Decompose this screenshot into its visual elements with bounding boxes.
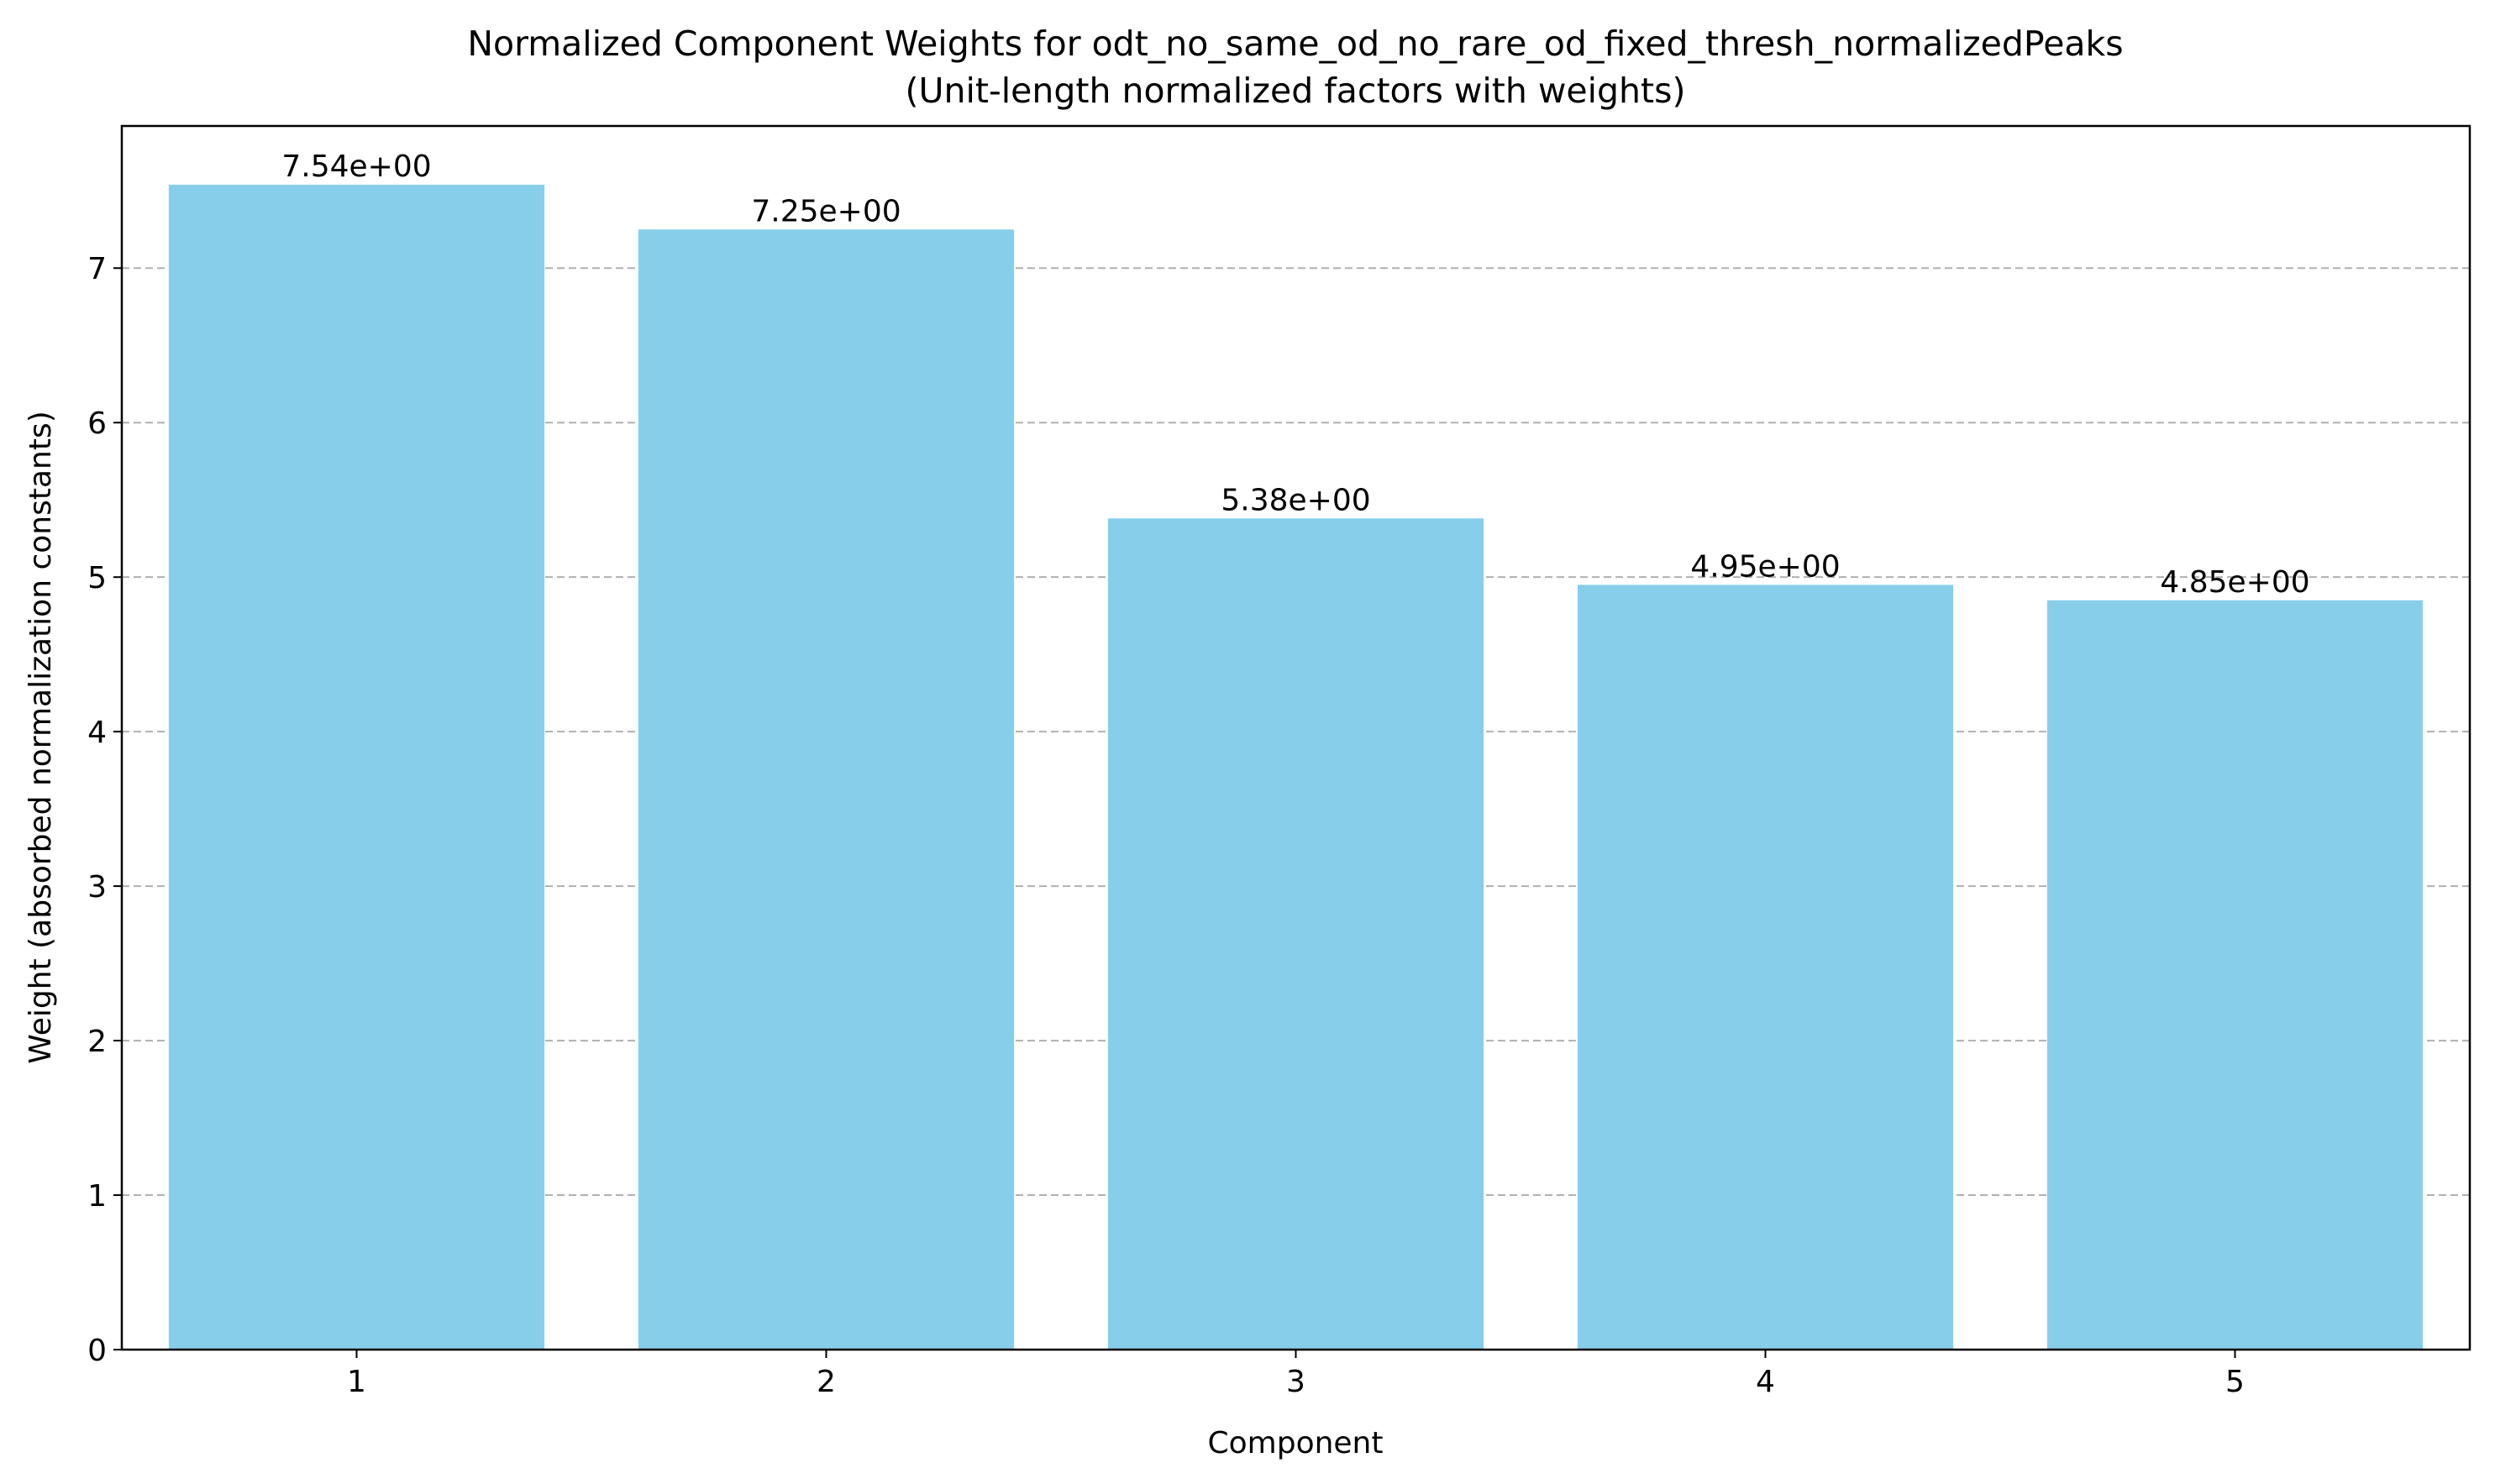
chart-title: Normalized Component Weights for odt_no_…: [467, 24, 2123, 64]
y-tick-label: 0: [87, 1334, 107, 1368]
x-tick-label: 1: [347, 1365, 366, 1399]
y-axis-ticks: 0 1 2 3 4 5 6 7: [87, 252, 122, 1368]
data-labels: 7.54e+00 7.25e+00 5.38e+00 4.95e+00 4.85e+00: [281, 149, 2309, 600]
bar-value-label: 7.25e+00: [751, 194, 901, 228]
plot-frame: [120, 124, 2471, 1351]
y-tick-label: 2: [87, 1025, 107, 1059]
x-tick-label: 3: [1286, 1365, 1305, 1399]
bar-component-1: [168, 184, 545, 1350]
bar-component-4: [1577, 585, 1954, 1350]
y-tick-label: 5: [87, 561, 107, 595]
x-axis-label: Component: [1207, 1426, 1383, 1460]
y-tick-label: 7: [87, 252, 107, 286]
bar-component-3: [1107, 518, 1484, 1350]
y-axis-label: Weight (absorbed normalization constants…: [24, 411, 58, 1064]
bar-component-5: [2046, 600, 2424, 1350]
x-tick-label: 2: [817, 1365, 836, 1399]
chart-subtitle: (Unit-length normalized factors with wei…: [906, 71, 1686, 111]
bar-value-label: 7.54e+00: [281, 149, 431, 184]
y-tick-label: 4: [87, 716, 107, 750]
y-tick-label: 6: [87, 406, 107, 441]
x-tick-label: 4: [1756, 1365, 1775, 1399]
bar-value-label: 4.95e+00: [1690, 549, 1840, 584]
bar-component-2: [638, 229, 1015, 1350]
x-axis-ticks: 1 2 3 4 5: [347, 1350, 2245, 1399]
y-tick-label: 1: [87, 1179, 107, 1214]
bar-value-label: 5.38e+00: [1221, 483, 1370, 517]
bar-value-label: 4.85e+00: [2160, 565, 2309, 600]
bars: [168, 184, 2424, 1350]
y-tick-label: 3: [87, 870, 107, 905]
x-tick-label: 5: [2225, 1365, 2245, 1399]
